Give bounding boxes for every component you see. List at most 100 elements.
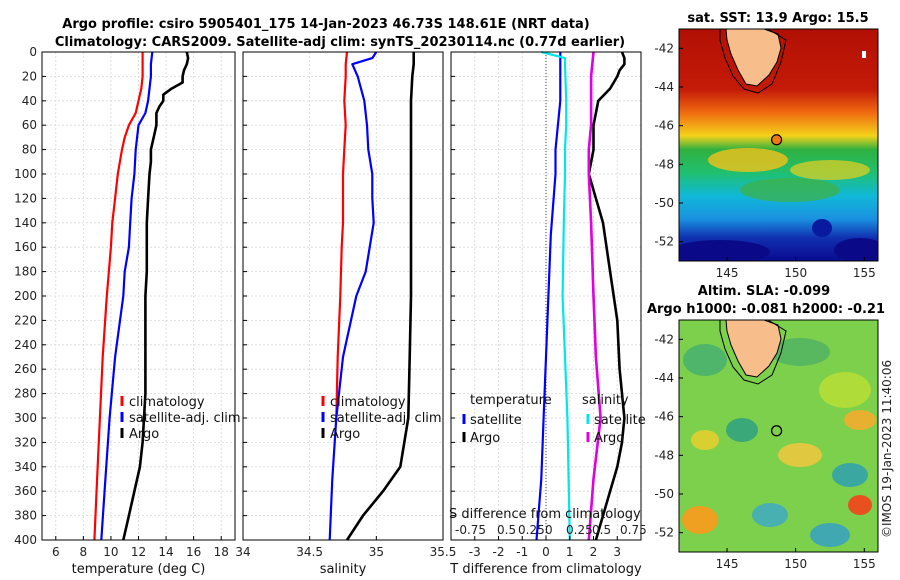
- y-tick-label: 220: [14, 313, 37, 327]
- sst-warm-patch: [708, 148, 788, 172]
- x-tick-label: 6: [52, 545, 60, 559]
- secondary-axis-tick: 0.25: [566, 523, 593, 537]
- sst-green-patch: [740, 178, 840, 202]
- y-tick-label: 400: [14, 533, 37, 547]
- x-axis-label: T difference from climatology: [449, 562, 642, 577]
- argo-location-marker: [770, 425, 783, 437]
- map-x-tick-label: 145: [716, 557, 739, 571]
- x-tick-label: 3: [613, 545, 621, 559]
- series-line-salinity-argo: [587, 51, 602, 541]
- y-tick-label: 320: [14, 435, 37, 449]
- legend-entry: climatology: [330, 395, 406, 410]
- map-y-tick-label: -50: [654, 487, 674, 501]
- x-tick-label: 0: [542, 545, 550, 559]
- sla-low-patch: [770, 338, 830, 366]
- argo-location-marker: [770, 134, 783, 146]
- series-line-temperature-argo: [587, 51, 626, 541]
- legend-title-salinity: salinity: [582, 393, 629, 408]
- profile-panel-difference: -3 -2 -1 0 1 2 3T difference from climatologyt…: [449, 50, 647, 577]
- x-tick-label: 35: [369, 545, 384, 559]
- sst-warm-patch: [790, 160, 870, 180]
- y-tick-label: 380: [14, 509, 37, 523]
- series-line-argo: [345, 52, 416, 541]
- y-tick-label: 0: [29, 45, 37, 59]
- sst-map-frame: [678, 28, 879, 262]
- series-line-argo: [122, 51, 190, 541]
- legend-entry: Argo: [470, 431, 500, 446]
- map-y-tick-label: -42: [654, 332, 674, 346]
- y-tick-label: 180: [14, 265, 37, 279]
- secondary-axis-tick: 0.25: [518, 523, 545, 537]
- y-tick-label: 360: [14, 484, 37, 498]
- profile-panel-temperature: 6 8 10 12 14 16 18 temperature (deg C) 0 20 40 60 80…: [14, 45, 241, 577]
- legend-entry: Argo: [129, 427, 159, 442]
- legend-title-temperature: temperature: [470, 393, 552, 408]
- map-x-tick-label: 150: [784, 266, 807, 280]
- sst-map: sat. SST: 13.9 Argo: 15.5 145 150 155 -42 -4…: [654, 11, 879, 280]
- secondary-axis-tick: -0.75: [455, 523, 486, 537]
- series-line-satellite-adj-clim: [328, 51, 378, 541]
- map-y-tick-label: -44: [654, 80, 674, 94]
- legend-entry: Argo: [330, 427, 360, 442]
- legend-entry: satellite: [470, 413, 522, 428]
- map-y-tick-label: -50: [654, 196, 674, 210]
- y-tick-label: 80: [22, 143, 37, 157]
- map-y-tick-label: -44: [654, 371, 674, 385]
- sla-map: Altim. SLA: -0.099 Argo h1000: -0.081 h2…: [647, 284, 885, 571]
- y-tick-label: 200: [14, 289, 37, 303]
- x-axis-label: salinity: [320, 562, 367, 577]
- secondary-axis-label: S difference from climatology: [449, 507, 641, 522]
- map-y-tick-label: -46: [654, 119, 674, 133]
- sst-map-title: sat. SST: 13.9 Argo: 15.5: [687, 11, 868, 26]
- y-tick-label: 140: [14, 216, 37, 230]
- sla-low-patch: [752, 503, 788, 527]
- x-tick-label: 16: [186, 545, 201, 559]
- sla-high-patch: [819, 372, 871, 408]
- sla-low-patch: [810, 523, 850, 547]
- sla-low-patch: [832, 463, 868, 487]
- sst-cold-eddy: [812, 219, 832, 237]
- y-tick-label: 260: [14, 362, 37, 376]
- sla-high-patch: [844, 410, 876, 430]
- x-tick-label: 14: [158, 545, 173, 559]
- map-y-tick-label: -52: [654, 526, 674, 540]
- series-line-satellite-adj-clim: [100, 51, 154, 541]
- legend-entry: satellite: [594, 413, 646, 428]
- y-tick-label: 120: [14, 191, 37, 205]
- secondary-axis-tick: 0.5: [497, 523, 516, 537]
- sla-map-title-line1: Altim. SLA: -0.099: [698, 284, 830, 299]
- y-tick-label: 40: [22, 94, 37, 108]
- sla-map-frame: [678, 319, 879, 553]
- y-tick-label: 100: [14, 167, 37, 181]
- watermark: ©IMOS 19-Jan-2023 11:40:06: [880, 360, 894, 538]
- sst-cold-patch: [679, 240, 770, 261]
- sla-low-patch: [683, 344, 727, 376]
- map-y-tick-label: -46: [654, 410, 674, 424]
- secondary-axis-tick: 0: [545, 523, 553, 537]
- sla-low-patch: [726, 418, 758, 442]
- y-tick-label: 20: [22, 69, 37, 83]
- map-y-tick-label: -48: [654, 448, 674, 462]
- sst-cloud-pixel: [862, 51, 866, 58]
- sla-high-patch: [848, 495, 872, 515]
- series-line-climatology: [93, 52, 144, 541]
- x-tick-label: -3: [469, 545, 481, 559]
- series-line-temperature-satellite: [535, 52, 562, 541]
- x-tick-label: 18: [214, 545, 229, 559]
- sst-cold-patch: [834, 238, 878, 261]
- y-tick-label: 340: [14, 460, 37, 474]
- sla-high-patch: [778, 443, 822, 467]
- figure-title-line1: Argo profile: csiro 5905401_175 14-Jan-2…: [62, 17, 589, 32]
- map-y-tick-label: -48: [654, 157, 674, 171]
- shelf-contour: [719, 29, 787, 94]
- map-x-tick-label: 155: [853, 266, 876, 280]
- legend-entry: satellite-adj. clim: [330, 411, 442, 426]
- series-line-climatology: [335, 51, 349, 419]
- legend-entry: satellite-adj. clim: [129, 411, 241, 426]
- x-tick-label: 2: [590, 545, 598, 559]
- x-tick-label: 12: [131, 545, 146, 559]
- x-tick-label: 8: [80, 545, 88, 559]
- secondary-axis-tick: 0.5: [592, 523, 611, 537]
- figure-title-line2: Climatology: CARS2009. Satellite-adj cli…: [55, 35, 625, 50]
